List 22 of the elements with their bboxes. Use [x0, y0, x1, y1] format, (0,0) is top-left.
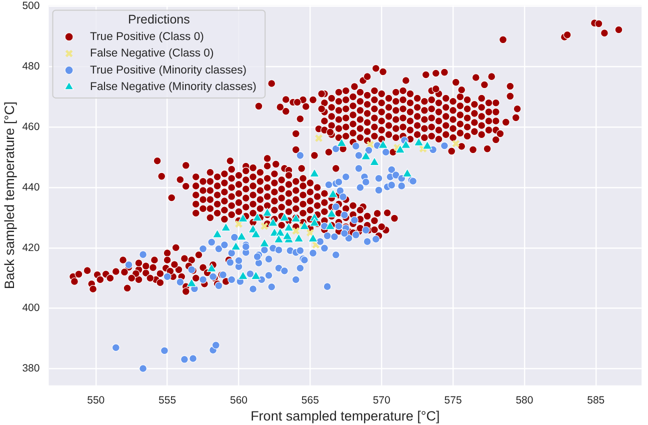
legend-label: True Positive (Minority classes): [90, 64, 247, 76]
x-tick-label: 565: [301, 394, 320, 407]
y-axis-title: Back sampled temperature [°C]: [2, 101, 17, 290]
x-tick-label: 570: [372, 394, 391, 407]
legend-label: True Positive (Class 0): [90, 30, 204, 43]
y-tick-label: 460: [22, 120, 40, 133]
x-tick-label: 585: [587, 394, 605, 407]
x-tick-label: 580: [516, 394, 534, 407]
y-tick-label: 380: [22, 362, 40, 375]
y-tick-label: 420: [22, 242, 40, 254]
x-axis-title: Front sampled temperature [°C]: [250, 408, 440, 424]
legend-label: False Negative (Minority classes): [90, 81, 257, 94]
y-tick-label: 480: [22, 60, 40, 72]
y-tick-label: 500: [22, 0, 40, 12]
x-tick-label: 560: [230, 394, 248, 407]
y-tick-label: 440: [22, 181, 40, 194]
legend-title: Predictions: [128, 12, 190, 26]
y-tick-label: 400: [22, 302, 40, 314]
legend-label: False Negative (Class 0): [90, 48, 214, 60]
x-tick-label: 575: [444, 394, 462, 407]
x-tick-label: 555: [158, 394, 176, 407]
x-tick-label: 550: [87, 394, 105, 407]
